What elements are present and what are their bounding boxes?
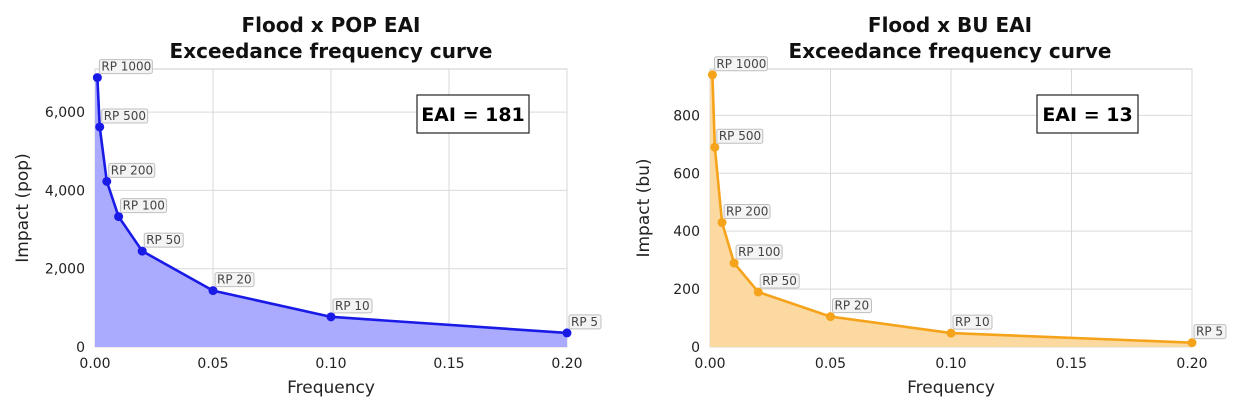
eai-annotation: EAI = 181	[421, 104, 525, 126]
data-point	[710, 142, 720, 152]
rp-label: RP 500	[719, 129, 761, 143]
chart-title: Flood x POP EAI	[241, 13, 420, 37]
rp-label: RP 20	[217, 273, 252, 287]
x-axis-label: Frequency	[287, 378, 375, 398]
series-area	[710, 74, 1192, 348]
data-point	[1187, 338, 1197, 348]
data-point	[102, 176, 112, 186]
x-tick-label: 0.10	[315, 356, 346, 372]
data-point	[137, 246, 147, 256]
chart-subtitle: Exceedance frequency curve	[789, 39, 1112, 63]
data-point	[114, 212, 124, 222]
rp-label-box	[98, 59, 153, 75]
x-tick-label: 0.20	[1176, 356, 1207, 372]
chart-subtitle: Exceedance frequency curve	[170, 39, 493, 63]
data-point	[92, 73, 102, 83]
rp-label-box	[101, 108, 149, 124]
x-axis-label: Frequency	[907, 378, 995, 398]
rp-label-box	[716, 128, 764, 144]
rp-label-box	[759, 273, 800, 289]
x-tick-label: 0.15	[433, 356, 464, 372]
rp-label: RP 5	[1196, 325, 1223, 339]
rp-label-box	[568, 314, 602, 330]
rp-label-box	[108, 162, 156, 178]
data-point	[95, 122, 105, 132]
rp-label-box	[713, 56, 768, 72]
x-tick-label: 0.00	[694, 356, 725, 372]
rp-label: RP 200	[726, 204, 768, 218]
series-line	[96, 77, 568, 335]
data-point	[753, 287, 763, 297]
series-line	[711, 74, 1193, 344]
rp-label-box	[143, 232, 184, 248]
y-axis-label: Impact (bu)	[634, 158, 654, 257]
data-point	[562, 328, 572, 338]
rp-label: RP 1000	[101, 60, 151, 74]
rp-label-box	[1193, 324, 1227, 340]
rp-label: RP 50	[762, 274, 797, 288]
data-point	[707, 70, 717, 80]
data-point	[729, 258, 739, 268]
x-tick-label: 0.05	[815, 356, 846, 372]
rp-label-box	[735, 244, 783, 260]
rp-label: RP 1000	[716, 57, 766, 71]
data-point	[208, 286, 218, 296]
y-tick-label: 400	[673, 224, 700, 240]
data-point	[717, 217, 727, 227]
rp-label-box	[120, 198, 168, 214]
y-tick-label: 600	[673, 166, 700, 182]
rp-label-box	[214, 272, 255, 288]
x-tick-label: 0.05	[197, 356, 228, 372]
rp-label-box	[332, 298, 373, 314]
rp-label: RP 20	[835, 299, 870, 313]
data-point	[946, 328, 956, 338]
rp-label-box	[832, 298, 872, 314]
y-tick-label: 6,000	[45, 105, 85, 121]
rp-label: RP 10	[955, 315, 990, 329]
y-axis-label: Impact (pop)	[13, 153, 33, 262]
rp-label: RP 5	[571, 315, 598, 329]
chart-title: Flood x BU EAI	[868, 13, 1032, 37]
x-tick-label: 0.10	[935, 356, 966, 372]
y-tick-label: 0	[691, 340, 700, 356]
rp-label: RP 100	[123, 199, 165, 213]
eai-box	[416, 94, 530, 134]
rp-label: RP 500	[104, 109, 146, 123]
x-tick-label: 0.00	[79, 356, 110, 372]
x-tick-label: 0.20	[551, 356, 582, 372]
rp-label-box	[723, 203, 771, 219]
data-point	[826, 312, 835, 322]
rp-label-box	[952, 314, 993, 330]
eai-annotation: EAI = 13	[1042, 104, 1132, 126]
y-tick-label: 200	[673, 282, 700, 298]
data-point	[326, 312, 336, 322]
rp-label: RP 200	[111, 163, 153, 177]
y-tick-label: 0	[76, 340, 85, 356]
y-tick-label: 800	[673, 108, 700, 124]
y-tick-label: 4,000	[45, 183, 85, 199]
rp-label: RP 100	[738, 245, 780, 259]
eai-box	[1036, 94, 1139, 134]
y-tick-label: 2,000	[45, 262, 85, 278]
rp-label: RP 10	[335, 299, 370, 313]
x-tick-label: 0.15	[1056, 356, 1087, 372]
series-area	[95, 77, 567, 348]
rp-label: RP 50	[146, 233, 181, 247]
